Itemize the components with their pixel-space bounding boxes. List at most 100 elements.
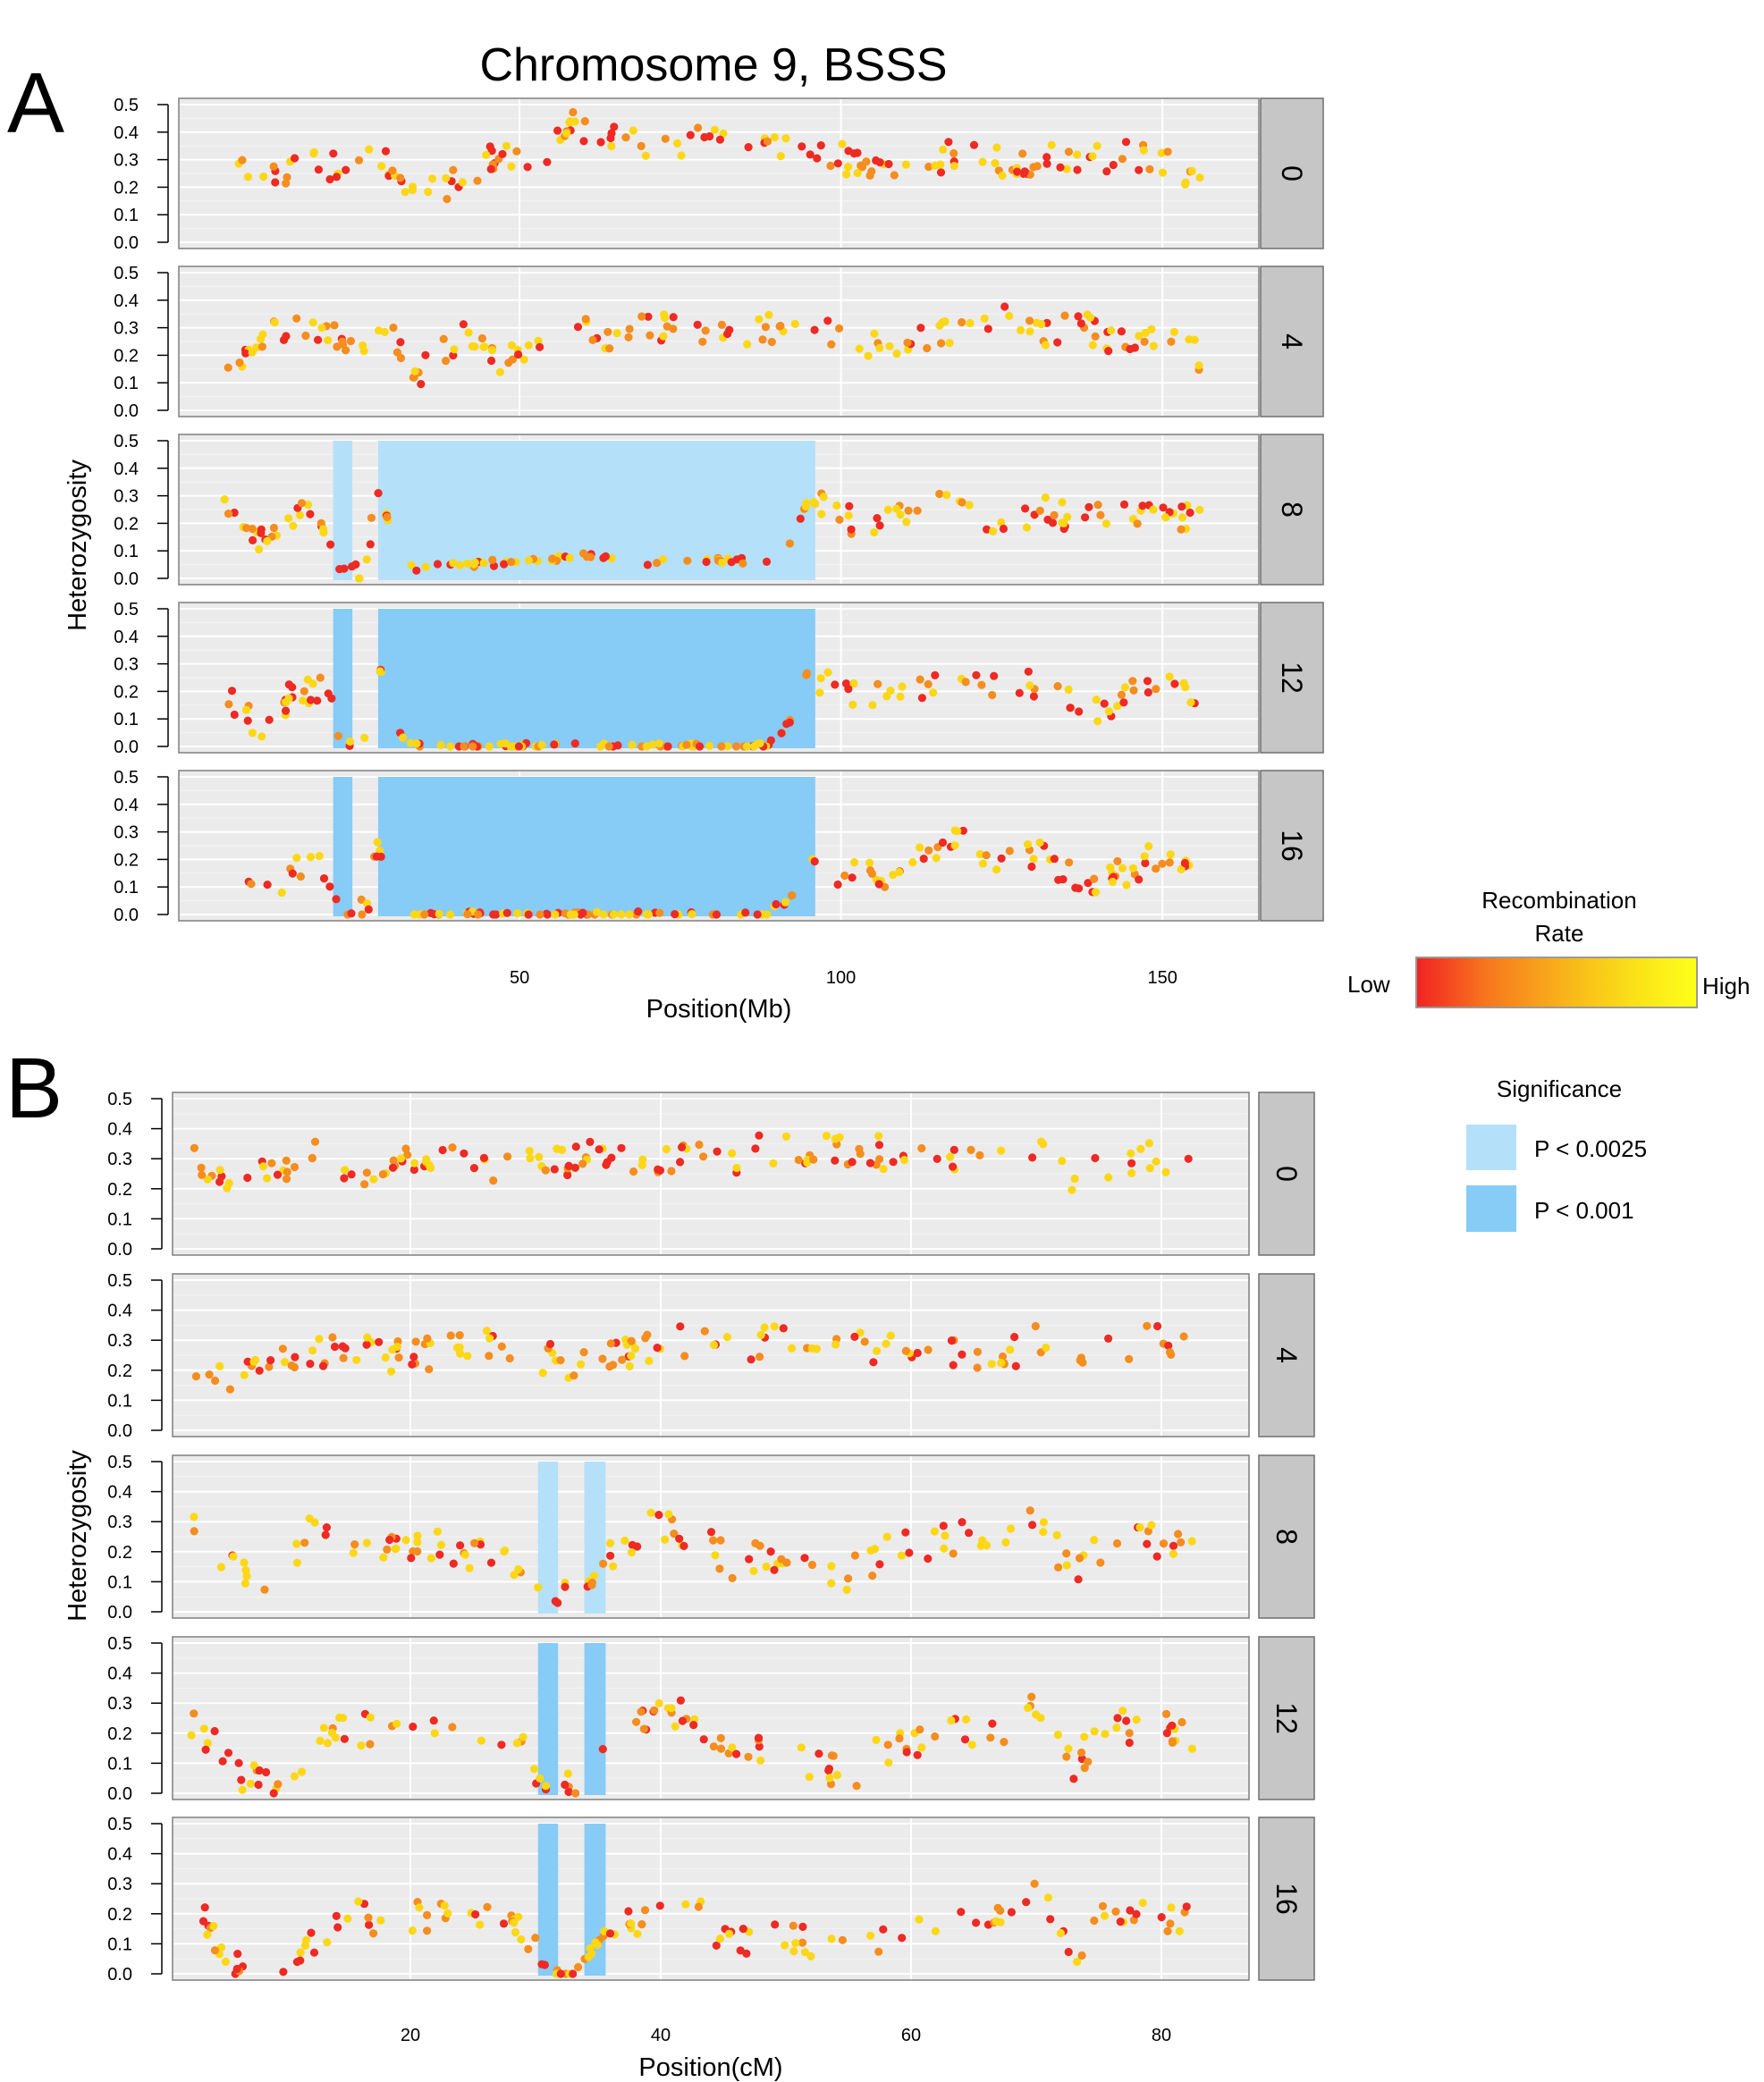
data-point xyxy=(254,1780,263,1790)
data-point xyxy=(1042,159,1051,168)
y-tick-label: 0.4 xyxy=(107,1120,132,1140)
data-point xyxy=(796,514,805,523)
data-point xyxy=(326,540,335,549)
data-point xyxy=(485,742,494,751)
data-point xyxy=(1102,167,1111,176)
data-point xyxy=(593,907,602,916)
facet-a-4: 4 0.0 0.1 0.2 0.3 0.4 0.5 xyxy=(114,264,1324,421)
data-point xyxy=(1093,141,1101,150)
data-point xyxy=(627,1352,636,1361)
data-point xyxy=(510,1918,519,1927)
data-point xyxy=(904,506,913,515)
data-point xyxy=(210,1726,219,1736)
data-point xyxy=(256,334,266,343)
data-point xyxy=(1177,1538,1186,1547)
data-point xyxy=(973,1347,982,1356)
data-point xyxy=(1165,672,1174,681)
data-point xyxy=(852,1782,861,1791)
data-point xyxy=(1101,1730,1110,1739)
data-point xyxy=(917,1743,926,1752)
data-point xyxy=(939,1521,948,1530)
data-point xyxy=(676,1158,685,1167)
data-point xyxy=(875,158,884,167)
data-point xyxy=(868,1572,877,1580)
data-point xyxy=(295,510,304,520)
data-point xyxy=(755,315,764,324)
data-point xyxy=(719,129,728,138)
y-tick-label: 0.4 xyxy=(114,796,139,815)
data-point xyxy=(403,1151,412,1159)
y-tick-label: 0.3 xyxy=(107,1694,132,1714)
data-point xyxy=(749,1566,758,1575)
data-point xyxy=(990,671,999,680)
data-point xyxy=(429,1716,438,1725)
data-point xyxy=(958,317,966,327)
data-point xyxy=(307,1928,316,1937)
data-point xyxy=(870,528,879,537)
data-point xyxy=(938,838,948,847)
data-point xyxy=(683,556,692,565)
data-point xyxy=(1064,1744,1073,1753)
facet-b-16: 16 0.0 0.1 0.2 0.3 0.4 0.5 xyxy=(107,1815,1315,1985)
data-point xyxy=(884,1758,893,1767)
data-point xyxy=(233,1950,242,1959)
data-point xyxy=(686,131,695,139)
data-point xyxy=(831,1156,840,1165)
data-point xyxy=(1125,1738,1134,1748)
data-point xyxy=(682,740,691,749)
y-tick-label: 0.1 xyxy=(107,1572,132,1592)
data-point xyxy=(997,518,1006,527)
data-point xyxy=(255,1366,264,1375)
data-point xyxy=(895,1734,904,1743)
data-point xyxy=(1025,327,1034,336)
data-point xyxy=(865,171,874,180)
data-point xyxy=(482,1327,492,1336)
data-point xyxy=(339,1714,348,1723)
data-point xyxy=(1163,1926,1172,1935)
data-point xyxy=(391,1545,400,1554)
data-point xyxy=(833,880,842,889)
data-point xyxy=(477,1736,485,1745)
data-point xyxy=(1187,1744,1196,1753)
data-point xyxy=(536,342,544,351)
facet-strip xyxy=(1260,266,1324,417)
data-point xyxy=(383,1545,392,1554)
data-point xyxy=(349,1548,358,1557)
data-point xyxy=(723,742,732,751)
data-point xyxy=(941,317,950,326)
data-point xyxy=(770,133,780,142)
data-point xyxy=(715,1934,725,1943)
data-point xyxy=(732,1163,741,1173)
data-point xyxy=(629,1167,638,1176)
data-point xyxy=(715,1564,724,1573)
recombination-gradient-bar xyxy=(1415,957,1698,1008)
data-point xyxy=(550,1165,559,1174)
panel-border xyxy=(178,266,1260,417)
data-point xyxy=(913,506,922,515)
data-point xyxy=(463,559,472,569)
data-point xyxy=(962,1715,971,1724)
data-point xyxy=(497,1741,506,1749)
data-point xyxy=(606,1551,615,1560)
data-point xyxy=(999,524,1008,534)
data-point xyxy=(507,162,516,171)
data-point xyxy=(203,1175,212,1184)
data-point xyxy=(1135,875,1144,884)
data-point xyxy=(225,1385,234,1394)
data-point xyxy=(354,156,364,164)
data-point xyxy=(1104,347,1113,356)
data-point xyxy=(396,173,405,182)
data-point xyxy=(681,1900,690,1909)
data-point xyxy=(874,679,882,688)
data-point xyxy=(507,341,517,350)
data-point xyxy=(1091,888,1101,897)
data-point xyxy=(1152,685,1161,694)
data-point xyxy=(745,1555,754,1564)
data-point xyxy=(1006,1524,1016,1533)
data-point xyxy=(933,1154,941,1163)
data-point xyxy=(824,1765,834,1774)
data-point xyxy=(1062,1752,1071,1761)
data-point xyxy=(645,1356,654,1365)
data-point xyxy=(655,1901,664,1910)
data-point xyxy=(983,525,992,534)
